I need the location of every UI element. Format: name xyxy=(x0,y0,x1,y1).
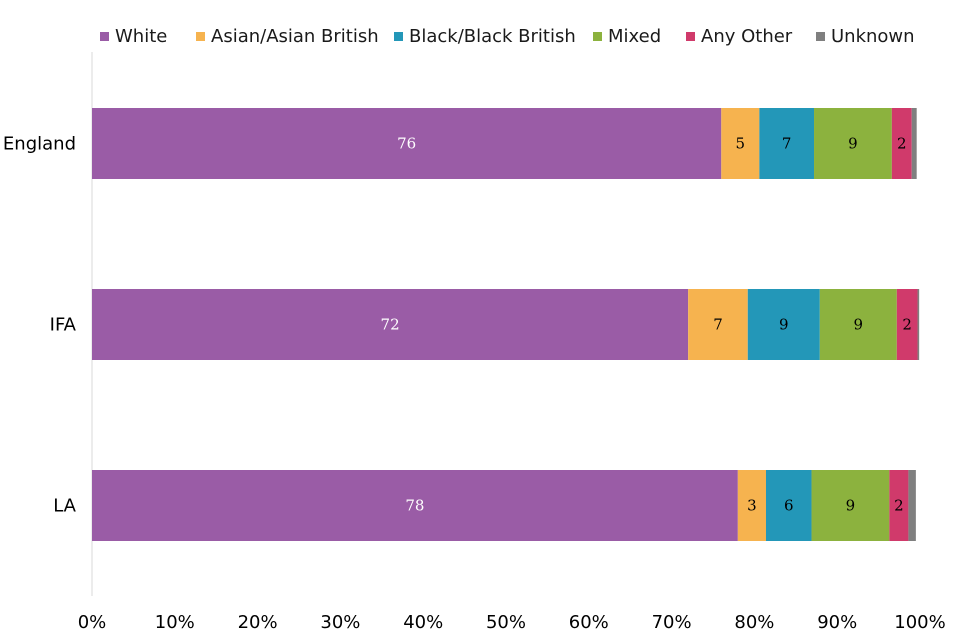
bar-segment-ifa-any-other xyxy=(896,289,918,360)
data-label: 78 xyxy=(405,497,424,515)
legend-label: Unknown xyxy=(831,26,915,47)
data-label: 2 xyxy=(894,497,904,515)
legend-item-asian-asian-british: Asian/Asian British xyxy=(196,26,379,47)
legend-item-unknown: Unknown xyxy=(816,26,915,47)
data-label: 76 xyxy=(397,135,416,153)
data-label: 72 xyxy=(381,316,400,334)
x-tick-label: 0% xyxy=(78,612,107,633)
legend-item-white: White xyxy=(100,26,167,47)
chart-legend: White Asian/Asian British Black/Black Brit… xyxy=(0,26,960,52)
data-label: 2 xyxy=(897,135,907,153)
bar-segment-england-unknown xyxy=(911,108,917,179)
x-tick-label: 10% xyxy=(155,612,195,633)
bar-segment-england-mixed xyxy=(814,108,892,179)
legend-swatch xyxy=(196,32,205,41)
legend-item-black-black-british: Black/Black British xyxy=(394,26,576,47)
data-label: 2 xyxy=(902,316,912,334)
bar-segment-england-any-other xyxy=(891,108,912,179)
bar-segment-la-black-black-british xyxy=(765,470,812,541)
data-label: 3 xyxy=(747,497,757,515)
legend-swatch xyxy=(593,32,602,41)
bar-segment-la-asian-asian-british xyxy=(737,470,766,541)
x-tick-label: 90% xyxy=(817,612,857,633)
bar-segment-england-white xyxy=(92,108,722,179)
data-label: 5 xyxy=(736,135,746,153)
bar-segment-england-asian-asian-british xyxy=(721,108,760,179)
x-tick-label: 30% xyxy=(320,612,360,633)
bar-segment-england-black-black-british xyxy=(759,108,815,179)
x-tick-label: 60% xyxy=(569,612,609,633)
legend-label: Any Other xyxy=(701,26,793,47)
data-label: 9 xyxy=(779,316,789,334)
bar-segment-ifa-black-black-british xyxy=(747,289,820,360)
x-tick-label: 50% xyxy=(486,612,526,633)
bar-segment-la-unknown xyxy=(908,470,916,541)
bar-segment-ifa-asian-asian-british xyxy=(688,289,748,360)
data-label: 9 xyxy=(846,497,856,515)
legend-label: Asian/Asian British xyxy=(211,26,379,47)
x-tick-label: 80% xyxy=(734,612,774,633)
legend-swatch xyxy=(394,32,403,41)
legend-label: Black/Black British xyxy=(409,26,576,47)
legend-item-mixed: Mixed xyxy=(593,26,661,47)
legend-swatch xyxy=(100,32,109,41)
bar-segment-la-any-other xyxy=(889,470,909,541)
bar-segment-ifa-white xyxy=(92,289,689,360)
bar-segment-la-white xyxy=(92,470,738,541)
data-label: 6 xyxy=(784,497,794,515)
category-label-ifa: IFA xyxy=(50,315,77,336)
bar-segment-ifa-mixed xyxy=(819,289,897,360)
x-tick-label: 40% xyxy=(403,612,443,633)
x-tick-label: 100% xyxy=(894,612,945,633)
x-tick-label: 70% xyxy=(652,612,692,633)
data-label: 7 xyxy=(713,316,723,334)
data-label: 7 xyxy=(782,135,792,153)
legend-item-any-other: Any Other xyxy=(686,26,792,47)
bar-segment-la-mixed xyxy=(811,470,890,541)
legend-swatch xyxy=(686,32,695,41)
legend-swatch xyxy=(816,32,825,41)
x-tick-label: 20% xyxy=(238,612,278,633)
category-label-england: England xyxy=(3,134,76,155)
legend-label: Mixed xyxy=(608,26,662,47)
data-label: 9 xyxy=(854,316,864,334)
legend-label: White xyxy=(115,26,168,47)
data-label: 9 xyxy=(848,135,858,153)
bar-segment-ifa-unknown xyxy=(917,289,920,360)
category-label-la: LA xyxy=(53,496,76,517)
